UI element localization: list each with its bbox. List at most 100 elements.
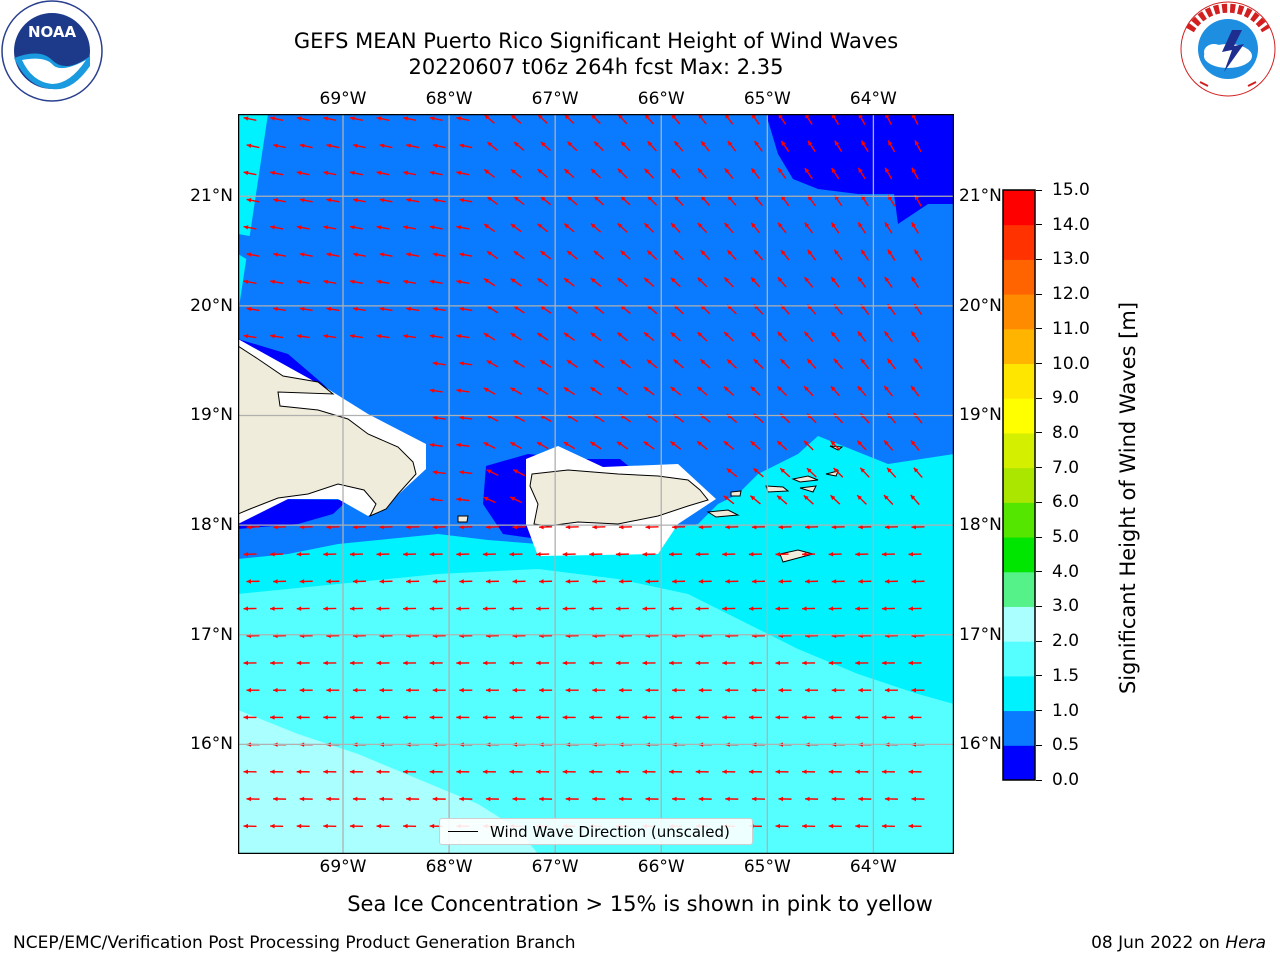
lon-tick-top: 69°W [319,89,367,109]
wave-direction-arrow [243,823,257,829]
wave-direction-arrow [803,385,814,397]
wave-direction-arrow [299,524,313,530]
wave-direction-arrow [592,796,606,802]
wave-direction-arrow [513,359,525,368]
wave-direction-arrow [646,359,658,369]
wave-direction-arrow [697,277,708,288]
wave-direction-arrow [429,334,443,339]
wave-direction-arrow [510,114,522,124]
wave-direction-arrow [722,551,736,557]
wave-direction-arrow [914,140,922,153]
wave-direction-arrow [273,579,287,584]
lon-tick-top: 64°W [849,89,897,109]
wave-direction-arrow [834,140,843,153]
wave-direction-arrow [482,660,496,666]
wave-direction-arrow [540,195,552,206]
colorbar-tick-label: 3.0 [1052,596,1080,617]
wave-direction-arrow [910,494,920,506]
wave-direction-arrow [563,168,575,179]
wave-direction-arrow [512,687,526,693]
wave-direction-arrow [913,358,923,370]
colorbar-segment [1003,259,1035,295]
wave-direction-arrow [456,715,470,720]
wave-direction-arrow [429,170,443,176]
wave-direction-arrow [620,250,631,260]
wave-direction-arrow [884,221,893,234]
wave-direction-arrow [881,551,895,557]
wave-direction-arrow [296,334,310,339]
wave-direction-arrow [830,331,840,343]
map-gridlines [238,114,954,854]
wave-direction-arrow [326,687,340,693]
wave-direction-arrow [644,114,654,125]
wave-direction-arrow [566,195,578,206]
wave-direction-arrow [723,440,735,451]
wave-direction-arrow [349,334,363,339]
wave-direction-arrow [807,249,817,261]
wave-direction-arrow [243,279,257,285]
wave-direction-arrow [246,143,260,149]
wave-direction-arrow [778,687,792,693]
wave-direction-arrow [887,140,896,153]
wave-direction-arrow [403,769,417,775]
wave-direction-arrow [807,140,816,153]
wave-direction-arrow [670,222,681,233]
colorbar-tick-mark [1036,432,1042,434]
wave-direction-arrow [620,141,631,152]
wave-direction-arrow [243,116,257,122]
wave-direction-arrow [806,358,817,370]
wave-direction-arrow [723,386,735,396]
wave-direction-arrow [326,796,340,802]
wave-direction-arrow [911,687,925,693]
wave-direction-arrow [697,168,707,179]
wave-direction-arrow [883,385,894,397]
wave-direction-arrow [833,358,843,370]
lon-tick-bottom: 69°W [319,857,367,877]
wave-direction-arrow [908,823,922,829]
wave-direction-arrow [539,305,552,314]
wave-direction-arrow [270,715,284,720]
wave-direction-arrow [777,222,787,234]
wave-direction-arrow [695,551,709,557]
wave-direction-arrow [643,331,655,342]
wave-direction-arrow [696,331,708,342]
wave-direction-arrow [299,579,313,584]
wave-direction-arrow [723,276,734,288]
wave-direction-arrow [562,551,576,557]
wave-direction-arrow [485,524,499,530]
wave-direction-arrow [672,687,686,693]
wave-direction-arrow [539,579,553,584]
wave-direction-arrow [828,551,842,557]
wave-direction-arrow [432,361,446,366]
wave-direction-arrow [615,769,629,775]
colorbar-segment [1003,224,1035,260]
wave-direction-arrow [270,606,284,611]
lat-tick-right: 19°N [959,405,1002,426]
wave-direction-arrow [776,495,788,505]
colorbar-segment [1003,294,1035,330]
footer-date: 08 Jun 2022 on Hera [1091,933,1266,953]
wave-direction-arrow [429,388,443,393]
land-hispaniola [238,345,417,518]
wave-direction-arrow [563,332,575,341]
colorbar-segment [1003,571,1035,607]
wave-direction-arrow [483,114,495,124]
colorbar-tick-label: 6.0 [1052,492,1080,513]
wave-direction-arrow [379,796,393,802]
wave-direction-arrow [563,277,575,287]
lat-tick-left: 18°N [190,515,233,536]
wave-direction-arrow [403,116,417,122]
wave-direction-arrow [908,660,922,666]
wave-direction-arrow [482,769,496,775]
lat-tick-left: 20°N [190,295,233,316]
wave-direction-arrow [486,305,499,314]
wave-direction-arrow [618,796,632,802]
wave-direction-arrow [881,769,895,775]
colorbar-tick-label: 0.0 [1052,770,1080,790]
wave-direction-arrow [857,222,866,234]
wave-direction-arrow [830,385,841,397]
wave-direction-arrow [830,222,840,234]
wave-direction-arrow [352,197,366,203]
wave-direction-arrow [563,386,576,396]
wave-direction-arrow [884,276,893,288]
